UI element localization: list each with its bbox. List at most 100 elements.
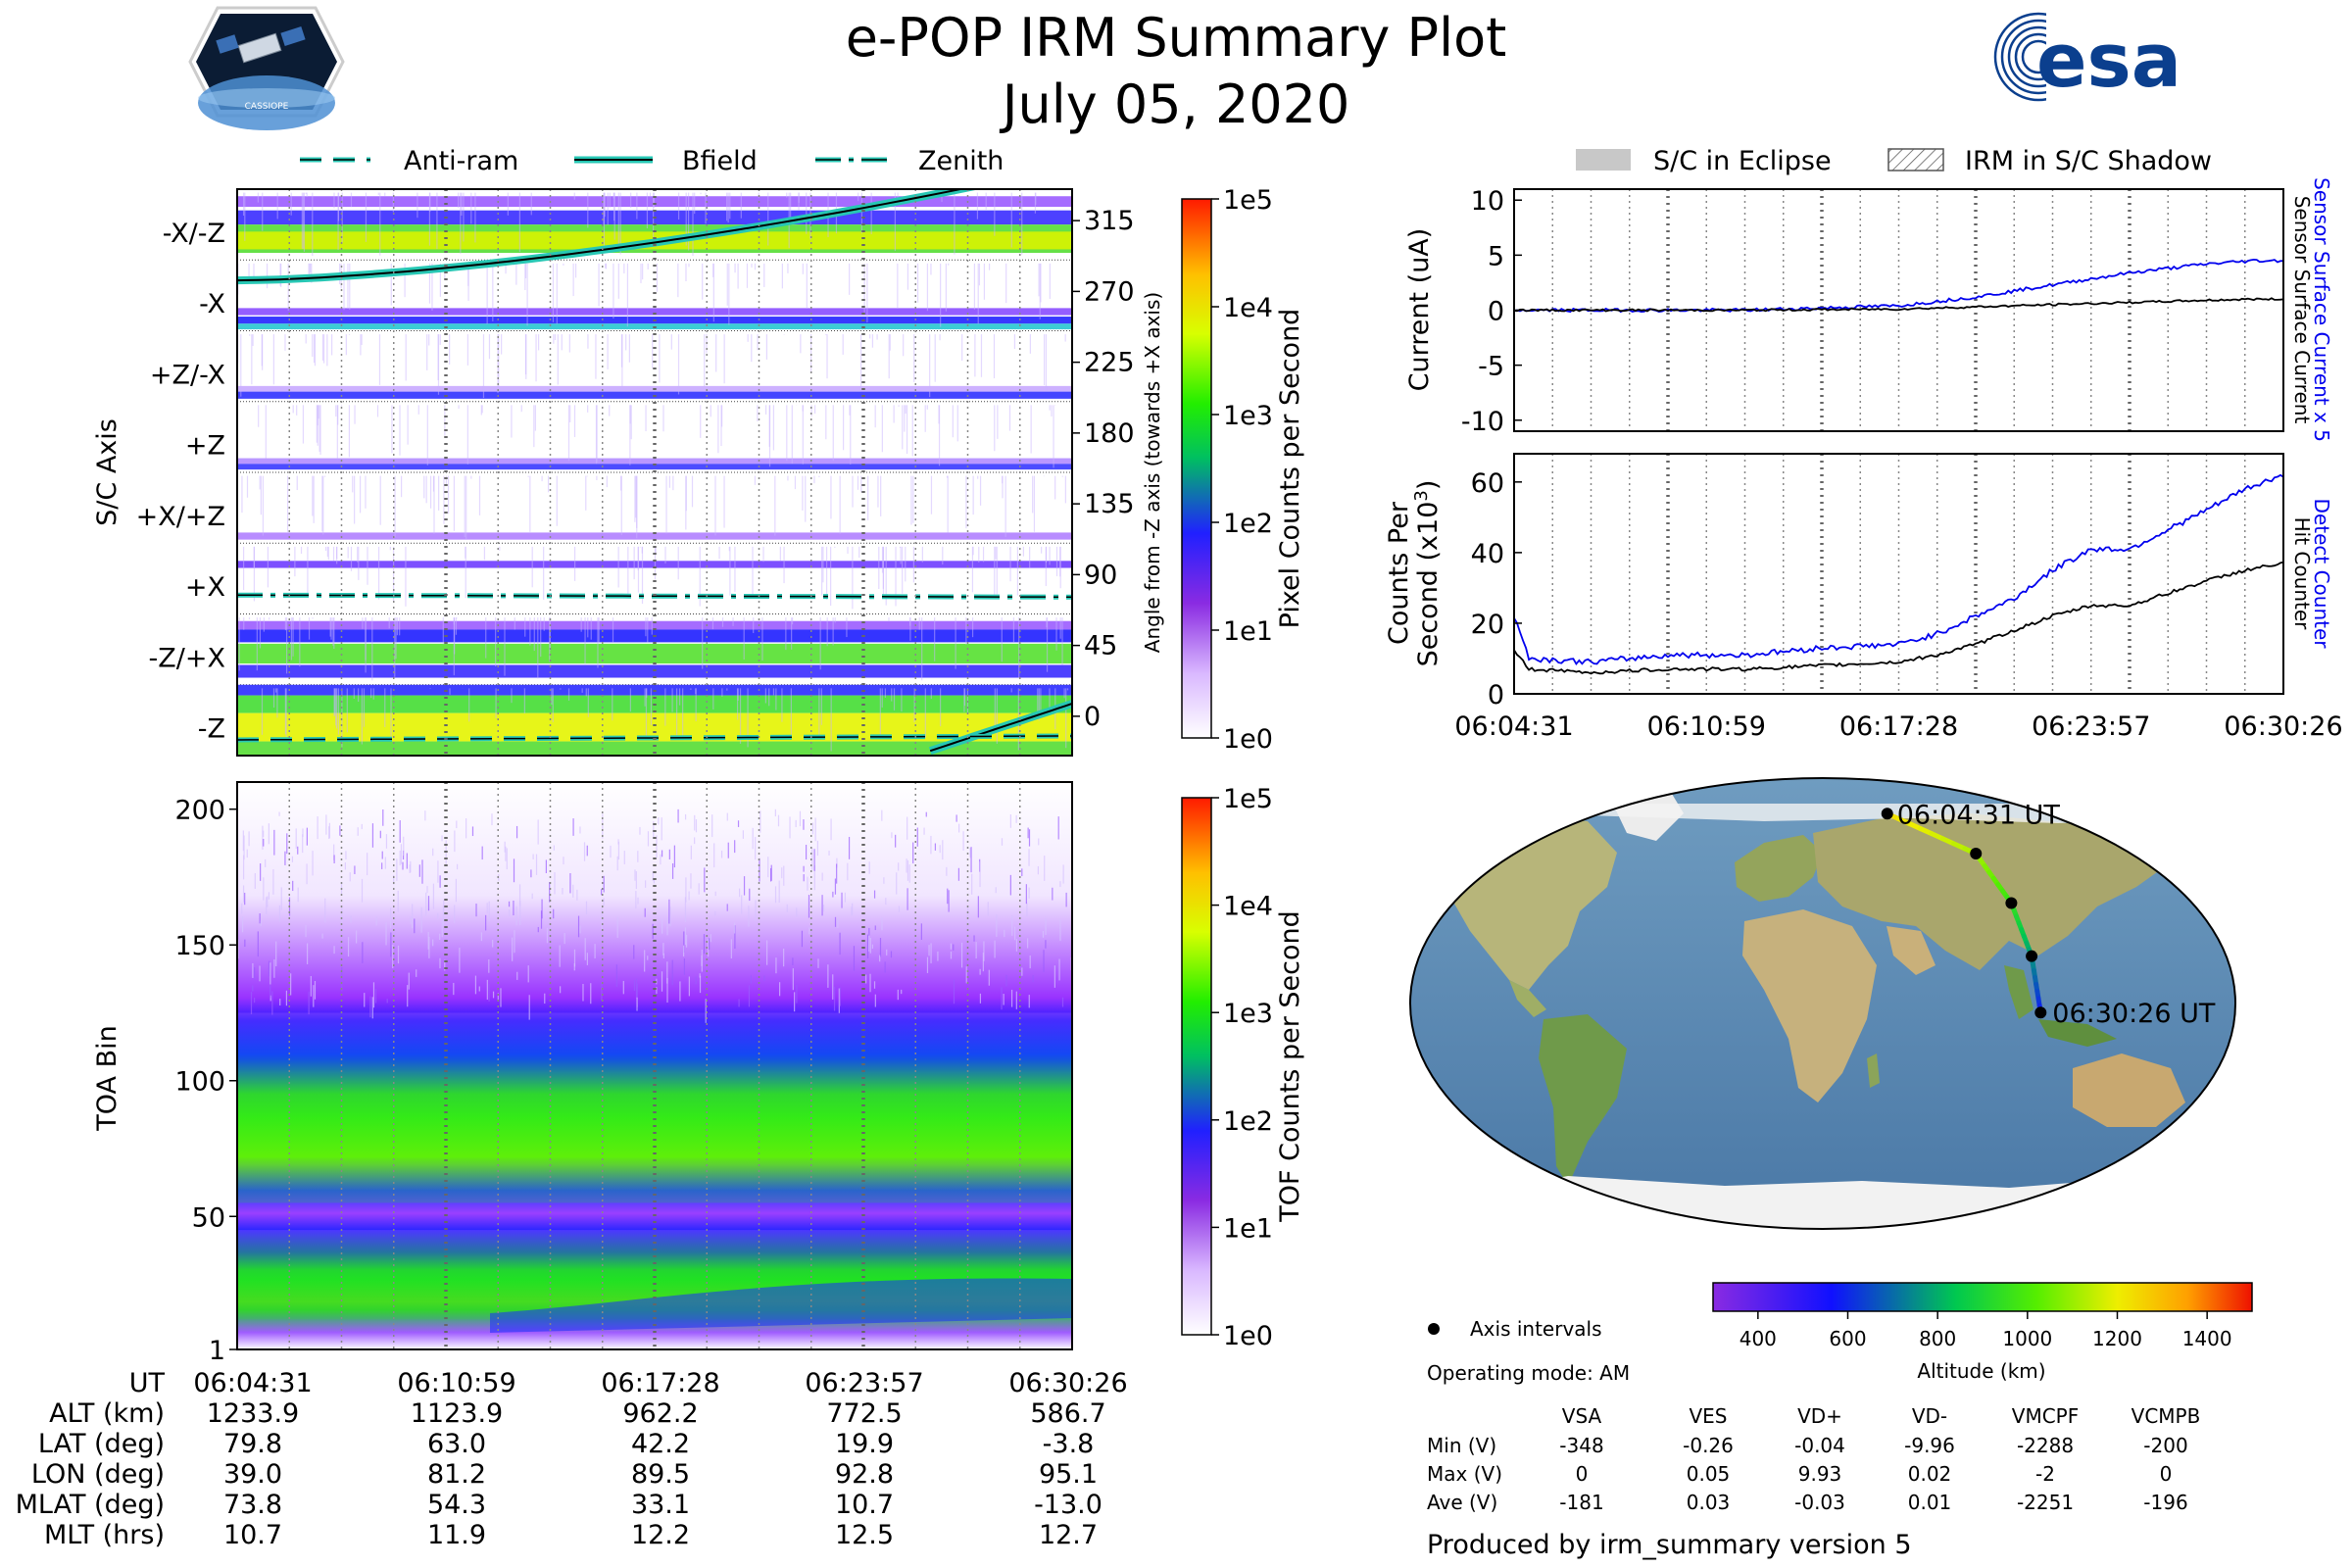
pixel-noise <box>310 263 312 273</box>
pixel-noise <box>860 475 862 493</box>
tof-noise-streak <box>925 811 927 817</box>
tof-noise-streak <box>633 980 636 991</box>
tof-noise-streak <box>694 837 696 845</box>
pixel-noise <box>762 546 764 563</box>
tof-noise-streak <box>456 820 458 829</box>
legend-anti-ram: Anti-ram <box>404 146 518 176</box>
pixel-noise <box>394 475 396 538</box>
tof-noise-streak <box>486 979 488 1001</box>
pixel-band <box>237 532 1072 540</box>
pixel-noise <box>1032 475 1034 514</box>
tof-noise-streak <box>634 869 636 881</box>
pixel-noise <box>700 192 702 195</box>
pixel-noise <box>787 263 789 273</box>
pixel-noise <box>428 192 431 246</box>
tof-noise-streak <box>982 953 984 972</box>
tof-noise-streak <box>866 934 869 959</box>
ephemeris-cell: 12.7 <box>1039 1520 1098 1550</box>
pixel-noise <box>734 546 736 592</box>
time-gridlines-bottom-left <box>288 782 1021 1349</box>
tof-noise-streak <box>635 891 637 909</box>
pixel-noise <box>906 263 909 290</box>
tof-noise-streak <box>590 983 592 1004</box>
pixel-row <box>237 546 1072 614</box>
tof-noise-streak <box>1054 965 1055 988</box>
pixel-noise <box>1022 546 1024 557</box>
pixel-noise <box>360 334 362 356</box>
tof-noise-streak <box>362 942 364 963</box>
tof-colorbar-label: TOF Counts per Second <box>1275 910 1305 1223</box>
pixel-noise <box>671 688 673 712</box>
time-gridlines-top-left <box>288 189 1021 756</box>
pixel-noise <box>523 688 525 713</box>
pixel-noise <box>492 263 494 321</box>
pixel-noise <box>306 192 308 198</box>
tof-noise-streak <box>645 880 647 888</box>
pixel-noise <box>551 688 553 706</box>
tof-noise-streak <box>509 909 511 916</box>
pixel-noise <box>556 475 558 526</box>
tof-noise-streak <box>828 851 830 856</box>
pixel-noise <box>787 475 789 481</box>
pixel-noise <box>1061 617 1063 665</box>
tof-noise-streak <box>481 846 483 860</box>
tof-noise-streak <box>1027 827 1029 839</box>
pixel-noise <box>965 475 967 529</box>
pixel-noise <box>524 263 526 290</box>
pixel-noise <box>834 546 836 548</box>
pixel-noise <box>813 475 815 484</box>
tof-noise-streak <box>530 869 532 878</box>
pixel-noise <box>258 405 260 427</box>
pixel-noise <box>871 334 874 348</box>
pixel-noise <box>518 192 520 253</box>
pixel-noise <box>897 263 899 309</box>
tof-noise-streak <box>995 887 997 894</box>
pixel-noise <box>623 263 625 274</box>
tof-noise-streak <box>685 934 688 948</box>
pixel-noise <box>358 688 360 703</box>
pixel-noise <box>354 475 356 524</box>
toa-tick-label: 100 <box>174 1067 225 1098</box>
pixel-noise <box>302 405 305 444</box>
pixel-noise <box>607 192 609 225</box>
tof-noise-streak <box>738 999 740 1007</box>
pixel-noise <box>460 192 462 254</box>
ephemeris-cell: -3.8 <box>1043 1429 1095 1459</box>
tof-noise-streak <box>708 939 710 957</box>
tof-noise-streak <box>268 960 270 977</box>
tof-noise-streak <box>553 845 555 851</box>
pixel-noise <box>359 475 362 514</box>
pixel-noise <box>1004 475 1006 537</box>
tof-noise-streak <box>948 890 950 912</box>
pixel-noise <box>279 263 281 286</box>
tof-noise-streak <box>1005 974 1007 987</box>
tof-noise-streak <box>709 938 710 951</box>
pixel-noise <box>629 405 631 466</box>
pixel-noise <box>1065 688 1067 749</box>
pixel-noise <box>1046 617 1048 628</box>
tof-noise-streak <box>242 885 245 903</box>
pixel-noise <box>595 334 597 379</box>
tof-noise-streak <box>260 920 262 926</box>
tof-noise-streak <box>891 832 893 839</box>
tof-noise-streak <box>1021 868 1023 876</box>
altitude-tick-label: 1400 <box>2182 1327 2232 1350</box>
pixel-noise <box>547 475 550 493</box>
tof-noise-streak <box>268 892 270 900</box>
voltage-cell: -0.04 <box>1794 1434 1845 1457</box>
tof-noise-streak <box>602 813 604 839</box>
pixel-noise <box>665 475 667 534</box>
pixel-noise <box>786 192 788 198</box>
counts-right-label-blue: Detect Counter <box>2310 499 2333 650</box>
pixel-noise <box>926 263 929 312</box>
pixel-noise <box>447 475 450 514</box>
pixel-noise <box>826 334 828 379</box>
top-right-legend: S/C in Eclipse IRM in S/C Shadow <box>1576 146 2212 176</box>
tof-noise-streak <box>243 835 245 860</box>
tof-noise-streak <box>906 888 908 910</box>
pixel-noise <box>433 475 435 534</box>
pixel-noise <box>924 405 926 432</box>
tof-noise-streak <box>705 999 707 1023</box>
tof-noise-streak <box>263 830 265 837</box>
pixel-noise <box>296 475 298 491</box>
